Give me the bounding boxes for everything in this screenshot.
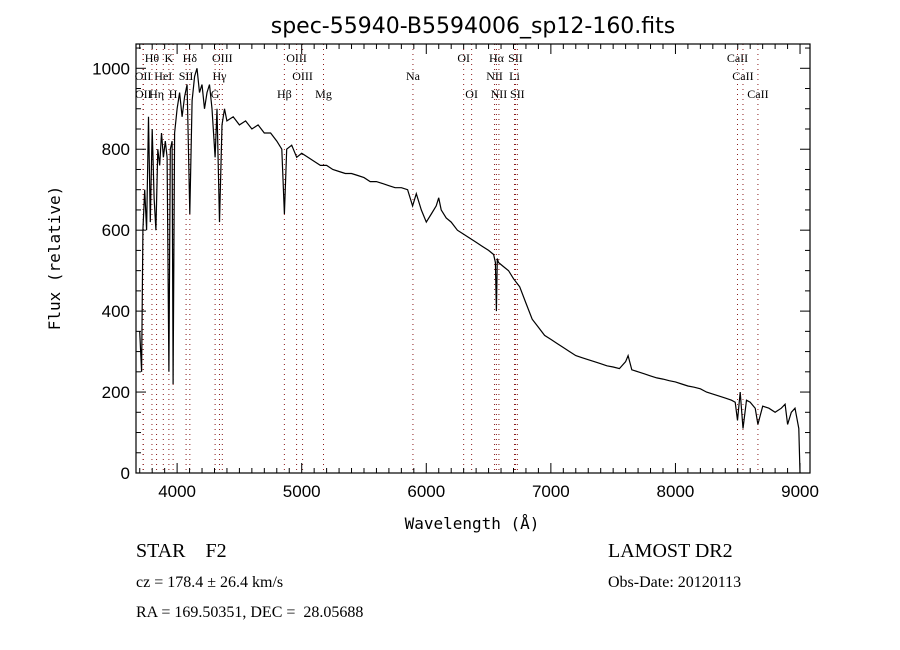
survey-name: LAMOST DR2 bbox=[608, 540, 733, 562]
x-tick-label: 6000 bbox=[407, 482, 445, 501]
plot-frame bbox=[135, 43, 811, 474]
spectral-line-label: Mg bbox=[315, 87, 332, 101]
y-tick-label: 200 bbox=[102, 383, 130, 402]
x-tick-label: 9000 bbox=[781, 482, 819, 501]
x-tick-label: 8000 bbox=[657, 482, 695, 501]
spectral-line-label: Hθ bbox=[145, 51, 160, 65]
spectrum-line bbox=[139, 68, 801, 474]
coordinates-info: RA = 169.50351, DEC = 28.05688 bbox=[136, 604, 364, 621]
y-tick-label: 400 bbox=[102, 302, 130, 321]
x-tick-label: 7000 bbox=[532, 482, 570, 501]
spectral-line-label: NII bbox=[491, 87, 508, 101]
spectral-line-label: SII bbox=[510, 87, 525, 101]
spectral-line-label: Hη bbox=[149, 87, 164, 101]
axis-ticks: 4000 5000 6000 7000 8000 9000 0 200 400 600 800 100… bbox=[92, 44, 819, 501]
spectral-line-label: Hα bbox=[489, 51, 505, 65]
spectral-line-label: Hδ bbox=[183, 51, 198, 65]
spectral-line-label: NII bbox=[486, 69, 503, 83]
spectral-line-label: SII bbox=[508, 51, 523, 65]
object-class: STAR F2 bbox=[136, 540, 227, 562]
y-tick-label: 600 bbox=[102, 221, 130, 240]
spectral-line-label: CaII bbox=[727, 51, 748, 65]
spectral-line-label: Hγ bbox=[212, 69, 227, 83]
y-axis-label: Flux (relative) bbox=[45, 186, 64, 331]
redshift-info: cz = 178.4 ± 26.4 km/s bbox=[136, 574, 284, 591]
y-tick-label: 800 bbox=[102, 140, 130, 159]
obs-date: Obs-Date: 20120113 bbox=[608, 574, 742, 591]
spectral-line-label: SII bbox=[179, 69, 194, 83]
spectral-line-label: Hβ bbox=[277, 87, 292, 101]
spectral-line-label: OI bbox=[465, 87, 478, 101]
y-tick-label: 0 bbox=[121, 464, 130, 483]
x-tick-label: 5000 bbox=[283, 482, 321, 501]
y-tick-label: 1000 bbox=[92, 59, 130, 78]
chart-title: spec-55940-B5594006_sp12-160.fits bbox=[271, 14, 676, 39]
spectral-line-label: OIII bbox=[286, 51, 307, 65]
spectral-line-label: HeI bbox=[154, 69, 172, 83]
spectral-line-label: Na bbox=[406, 69, 421, 83]
spectral-line-label: CaII bbox=[732, 69, 753, 83]
spectral-line-label: OIII bbox=[212, 51, 233, 65]
spectral-line-label: K bbox=[165, 51, 174, 65]
x-axis-label: Wavelength (Å) bbox=[405, 514, 540, 533]
spectral-line-label: OII bbox=[135, 69, 152, 83]
spectral-line-label: G bbox=[211, 87, 220, 101]
x-tick-label: 4000 bbox=[158, 482, 196, 501]
spectral-line-label: OIII bbox=[292, 69, 313, 83]
spectral-line-label: CaII bbox=[747, 87, 768, 101]
spectral-line-label: OII bbox=[135, 87, 152, 101]
spectral-line-label: Li bbox=[509, 69, 520, 83]
spectral-line-label: H bbox=[169, 87, 178, 101]
spectral-line-label: OI bbox=[457, 51, 470, 65]
